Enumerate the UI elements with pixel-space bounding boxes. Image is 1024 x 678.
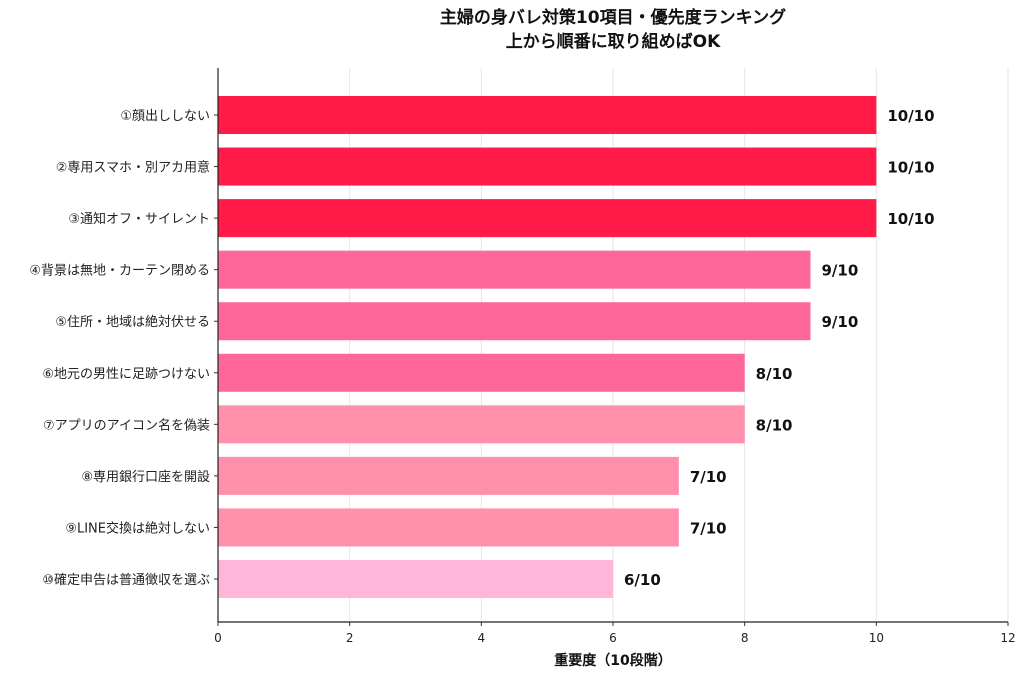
bars: [218, 96, 877, 598]
data-label: 10/10: [887, 159, 934, 177]
bar: [218, 147, 877, 186]
x-tick-label: 10: [869, 631, 884, 645]
chart-title-line-2: 上から順番に取り組めばOK: [505, 32, 721, 52]
x-tick-label: 6: [609, 631, 617, 645]
category-label: ⑩確定申告は普通徴収を選ぶ: [42, 572, 210, 588]
bar: [218, 302, 811, 341]
x-axis-label: 重要度（10段階）: [554, 653, 672, 669]
data-label: 7/10: [690, 468, 727, 486]
category-label: ⑤住所・地域は絶対伏せる: [55, 314, 210, 330]
bar: [218, 250, 811, 289]
category-label: ④背景は無地・カーテン閉める: [29, 264, 210, 279]
bar: [218, 508, 679, 547]
x-tick-label: 4: [478, 631, 486, 645]
axes: [214, 68, 1009, 626]
labels: 10/10 ①顔出ししない 10/10 ②専用スマホ・別アカ用意 10/10 ③通知オフ・…: [29, 107, 1015, 645]
category-label: ⑧専用銀行口座を開設: [81, 469, 210, 485]
data-label: 8/10: [756, 365, 793, 383]
chart-title-line-1: 主婦の身バレ対策10項目・優先度ランキング: [439, 8, 787, 28]
data-label: 10/10: [887, 107, 934, 125]
bar: [218, 96, 877, 134]
category-label: ①顔出ししない: [120, 109, 210, 124]
x-tick-label: 0: [214, 631, 222, 645]
data-label: 9/10: [822, 313, 859, 331]
x-tick-label: 12: [1000, 631, 1015, 645]
bar: [218, 560, 613, 598]
bar: [218, 405, 745, 444]
category-label: ⑨LINE交換は絶対しない: [65, 520, 210, 536]
data-label: 7/10: [690, 519, 727, 537]
data-label: 8/10: [756, 416, 793, 434]
data-label: 6/10: [624, 571, 661, 589]
data-label: 9/10: [822, 262, 859, 280]
x-tick-label: 8: [741, 631, 749, 645]
bar: [218, 456, 679, 495]
bar: [218, 199, 877, 238]
data-label: 10/10: [887, 210, 934, 228]
bar: [218, 353, 745, 392]
category-label: ③通知オフ・サイレント: [68, 211, 210, 227]
x-tick-label: 2: [346, 631, 354, 645]
category-label: ⑦アプリのアイコン名を偽装: [43, 417, 210, 433]
category-label: ②専用スマホ・別アカ用意: [56, 160, 210, 176]
chart-title: 主婦の身バレ対策10項目・優先度ランキング 上から順番に取り組めばOK: [218, 6, 1008, 54]
category-label: ⑥地元の男性に足跡つけない: [42, 366, 210, 382]
